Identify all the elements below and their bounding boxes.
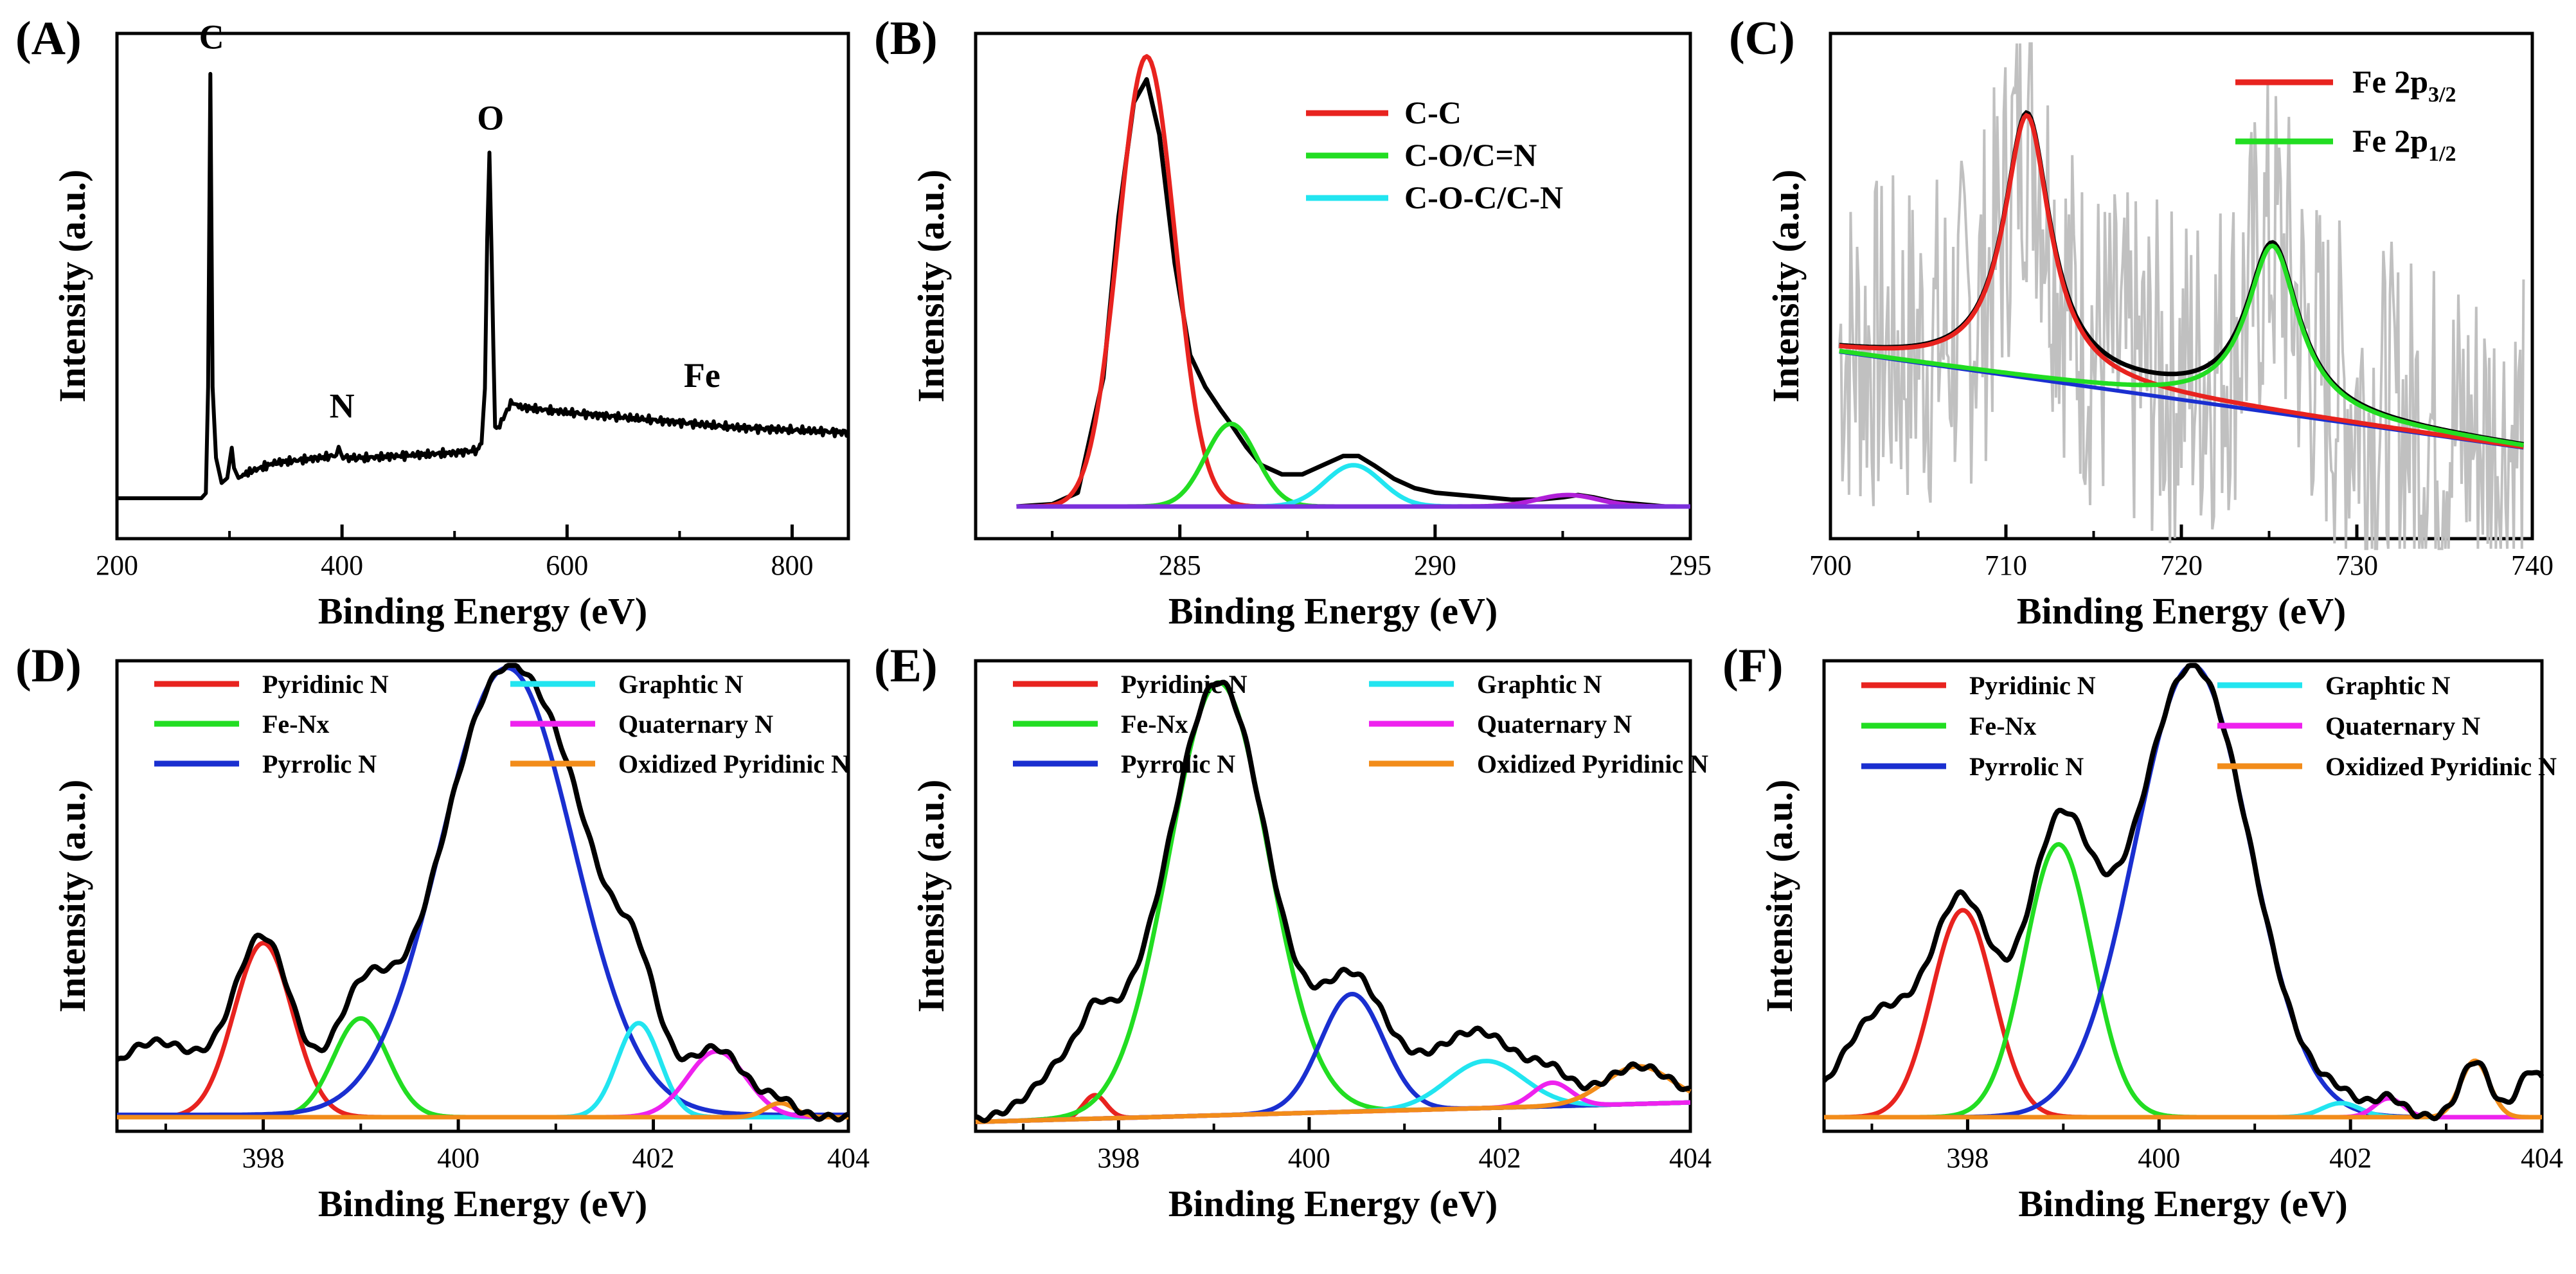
y-axis-label: Intensity (a.u.) [1758, 780, 1800, 1013]
x-tick-label: 398 [242, 1142, 285, 1174]
x-tick-label: 398 [1097, 1142, 1140, 1174]
panel-e: 398 400 402 404 Binding Energy (eV) Intensity… [874, 640, 1712, 1225]
series-fe-2p1-2 [1839, 243, 2524, 447]
legend-label: Fe-Nx [262, 710, 329, 739]
series-envelope [974, 679, 1692, 1124]
x-axis-label: Binding Energy (eV) [2017, 590, 2346, 632]
legend-label: Oxidized Pyridinic N [618, 749, 850, 778]
peak-label-o: O [477, 98, 504, 137]
peak-label-fe: Fe [684, 356, 720, 395]
x-tick-label: 295 [1669, 550, 1712, 581]
y-axis-label: Intensity (a.u.) [51, 780, 93, 1013]
x-tick-label: 402 [1478, 1142, 1521, 1174]
x-tick-label: 200 [96, 550, 138, 581]
legend-label-main: Fe 2p [2352, 123, 2428, 159]
plot-frame [1822, 659, 2544, 1133]
legend-label: Oxidized Pyridinic N [2325, 752, 2557, 781]
y-axis-label: Intensity (a.u.) [910, 170, 952, 403]
x-tick-label: 700 [1809, 550, 1852, 581]
series-envelope [115, 663, 850, 1123]
x-tick-label: 400 [321, 550, 363, 581]
legend-label: Graphtic N [1477, 670, 1602, 699]
legend-label: Pyrrolic N [262, 749, 377, 778]
legend-label: Pyrrolic N [1969, 752, 2084, 781]
survey-spectrum [116, 71, 850, 501]
series-oxidized-pyridinic-n [116, 1100, 849, 1120]
legend-label: Quaternary N [618, 710, 773, 739]
x-tick-label: 404 [1669, 1142, 1712, 1174]
panel-b: 285 290 295 Binding Energy (eV) Intensity (a… [874, 12, 1712, 632]
series-oxidized-pyridinic-n [975, 1064, 1692, 1124]
x-tick-label: 285 [1159, 550, 1201, 581]
x-tick-label: 800 [771, 550, 813, 581]
x-tick-label: 404 [2521, 1142, 2563, 1174]
x-tick-label: 710 [1985, 550, 2027, 581]
legend-label: Oxidized Pyridinic N [1477, 749, 1708, 778]
panel-label: (A) [15, 12, 82, 65]
panel-a: 200 400 600 800 Binding Energy (eV) Intensity… [15, 12, 850, 632]
x-axis-label: Binding Energy (eV) [1168, 1183, 1498, 1225]
peak-label-c: C [199, 18, 224, 57]
panel-label: (B) [874, 12, 938, 65]
plot-frame [974, 31, 1692, 541]
x-axis-label: Binding Energy (eV) [1168, 590, 1498, 632]
panel-label: (D) [15, 640, 82, 692]
panel-c: 700 710 720 730 740 Binding Energy (eV) Intens… [1729, 12, 2554, 632]
legend-label: C-C [1404, 94, 1462, 130]
series-envelope [1822, 663, 2545, 1122]
legend-label: Graphtic N [2325, 671, 2451, 700]
y-axis-label: Intensity (a.u.) [51, 170, 93, 403]
series-fe-2p3-2 [1839, 112, 2524, 449]
panel-label: (E) [874, 640, 938, 692]
x-tick-label: 398 [1946, 1142, 1989, 1174]
legend-label: Pyrrolic N [1121, 749, 1235, 778]
y-axis-label: Intensity (a.u.) [1765, 170, 1807, 403]
legend-label-subscript: 3/2 [2428, 83, 2456, 107]
panel-f: 398 400 402 404 Binding Energy (eV) Intensity… [1722, 640, 2563, 1225]
x-axis-label: Binding Energy (eV) [318, 1183, 647, 1225]
legend-label-subscript: 1/2 [2428, 142, 2456, 166]
legend-label: Pyridinic N [1121, 670, 1248, 699]
x-tick-label: 402 [2329, 1142, 2372, 1174]
raw-noisy-spectrum [1838, 42, 2525, 550]
x-tick-label: 400 [437, 1142, 479, 1174]
legend-label: Fe-Nx [1969, 712, 2036, 740]
legend-label: C-O-C/C-N [1404, 179, 1563, 215]
x-axis-label: Binding Energy (eV) [318, 590, 647, 632]
x-tick-label: 404 [827, 1142, 870, 1174]
panel-d: 398 400 402 404 Binding Energy (eV) Intensity… [15, 640, 870, 1225]
legend-label-main: Fe 2p [2352, 64, 2428, 100]
legend-label: C-O/C=N [1404, 137, 1537, 173]
peak-label-n: N [330, 386, 355, 425]
panel-label: (C) [1729, 12, 1795, 65]
x-tick-label: 400 [1288, 1142, 1330, 1174]
legend-label: Fe 2p1/2 [2352, 123, 2456, 166]
x-tick-label: 740 [2511, 550, 2554, 581]
x-tick-label: 720 [2160, 550, 2203, 581]
plot-frame [974, 659, 1692, 1133]
x-tick-label: 290 [1414, 550, 1456, 581]
x-tick-label: 400 [2138, 1142, 2180, 1174]
x-tick-label: 402 [632, 1142, 675, 1174]
legend-label: Graphtic N [618, 670, 744, 699]
x-tick-label: 730 [2336, 550, 2378, 581]
x-tick-label: 600 [546, 550, 588, 581]
panel-label: (F) [1722, 640, 1784, 692]
plot-frame [115, 31, 850, 541]
legend-label: Quaternary N [1477, 710, 1632, 739]
legend-label: Quaternary N [2325, 712, 2480, 740]
x-axis-label: Binding Energy (eV) [2018, 1183, 2347, 1225]
y-axis-label: Intensity (a.u.) [910, 780, 952, 1013]
plot-frame [115, 659, 850, 1133]
legend-label: Pyridinic N [262, 670, 389, 699]
legend-label: Fe 2p3/2 [2352, 64, 2456, 107]
legend-label: Fe-Nx [1121, 710, 1188, 739]
legend-label: Pyridinic N [1969, 671, 2096, 700]
